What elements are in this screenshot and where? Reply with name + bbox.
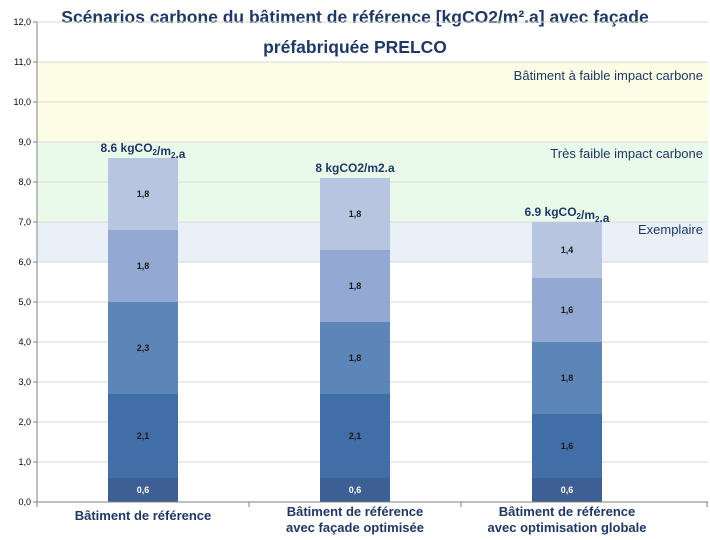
chart-title-line2: préfabriquée PRELCO [263,37,447,57]
bar-segment [320,394,390,478]
bar-value-label: 2,1 [137,431,150,441]
zone-label-1: Très faible impact carbone [550,146,703,161]
y-tick-label: 6,0 [18,257,31,267]
bar-value-label: 2,1 [349,431,362,441]
bar-value-label: 1,8 [349,353,362,363]
bar-segment [108,394,178,478]
bar-segment [320,322,390,394]
bar-value-label: 1,8 [137,261,150,271]
bar-value-label: 2,3 [137,343,150,353]
bar-segment [532,342,602,414]
bar-value-label: 0,6 [561,485,574,495]
y-tick-label: 10,0 [13,97,31,107]
y-tick-label: 1,0 [18,457,31,467]
category-label: avec façade optimisée [286,520,424,535]
total-label-part: 8.6 kgCO [101,141,153,155]
bar-value-label: 0,6 [349,485,362,495]
total-label-part: 2 [171,151,176,160]
y-tick-label: 8,0 [18,177,31,187]
y-tick-label: 5,0 [18,297,31,307]
total-label-part: /m [157,144,171,158]
bar-total-label: 6.9 kgCO2/m2.a [525,205,610,225]
bar-segment [320,478,390,502]
category-label: Bâtiment de référence [75,508,212,523]
total-label-part: 2 [595,215,600,224]
bar-value-label: 1,6 [561,305,574,315]
bar-total-label: 8 kgCO2/m2.a [315,161,395,175]
category-label: Bâtiment de référence [287,504,424,519]
y-tick-label: 3,0 [18,377,31,387]
bar-segment [532,478,602,502]
y-tick-label: 12,0 [13,17,31,27]
bar-total-label: 8.6 kgCO2/m2.a [101,141,186,161]
total-label-part: .a [599,211,609,225]
category-label: avec optimisation globale [488,520,647,535]
total-label-part: 8 kgCO2/m2.a [315,161,395,175]
bar-segment [108,478,178,502]
bar-segment [532,222,602,278]
bar-segment [108,230,178,302]
bar-value-label: 0,6 [137,485,150,495]
bar-value-label: 1,8 [561,373,574,383]
bar-segment [320,178,390,250]
bar-value-label: 1,8 [349,281,362,291]
total-label-part: .a [175,147,185,161]
bar-segment [108,302,178,394]
zone-label-0: Bâtiment à faible impact carbone [514,68,703,83]
total-label-part: 2 [153,148,158,157]
y-tick-label: 9,0 [18,137,31,147]
bar-segment [532,414,602,478]
y-tick-label: 2,0 [18,417,31,427]
y-tick-label: 0,0 [18,497,31,507]
bar-value-label: 1,8 [349,209,362,219]
y-tick-label: 4,0 [18,337,31,347]
y-tick-label: 11,0 [14,57,31,67]
total-label-part: /m [581,208,595,222]
bar-value-label: 1,4 [561,245,574,255]
bar-segment [532,278,602,342]
total-label-part: 2 [577,212,582,221]
y-tick-label: 7,0 [18,217,31,227]
bar-value-label: 1,8 [137,189,150,199]
bar-segment [320,250,390,322]
category-label: Bâtiment de référence [499,504,636,519]
total-label-part: 6.9 kgCO [525,205,577,219]
bar-value-label: 1,6 [561,441,574,451]
bar-segment [108,158,178,230]
zone-label-2: Exemplaire [638,222,703,237]
